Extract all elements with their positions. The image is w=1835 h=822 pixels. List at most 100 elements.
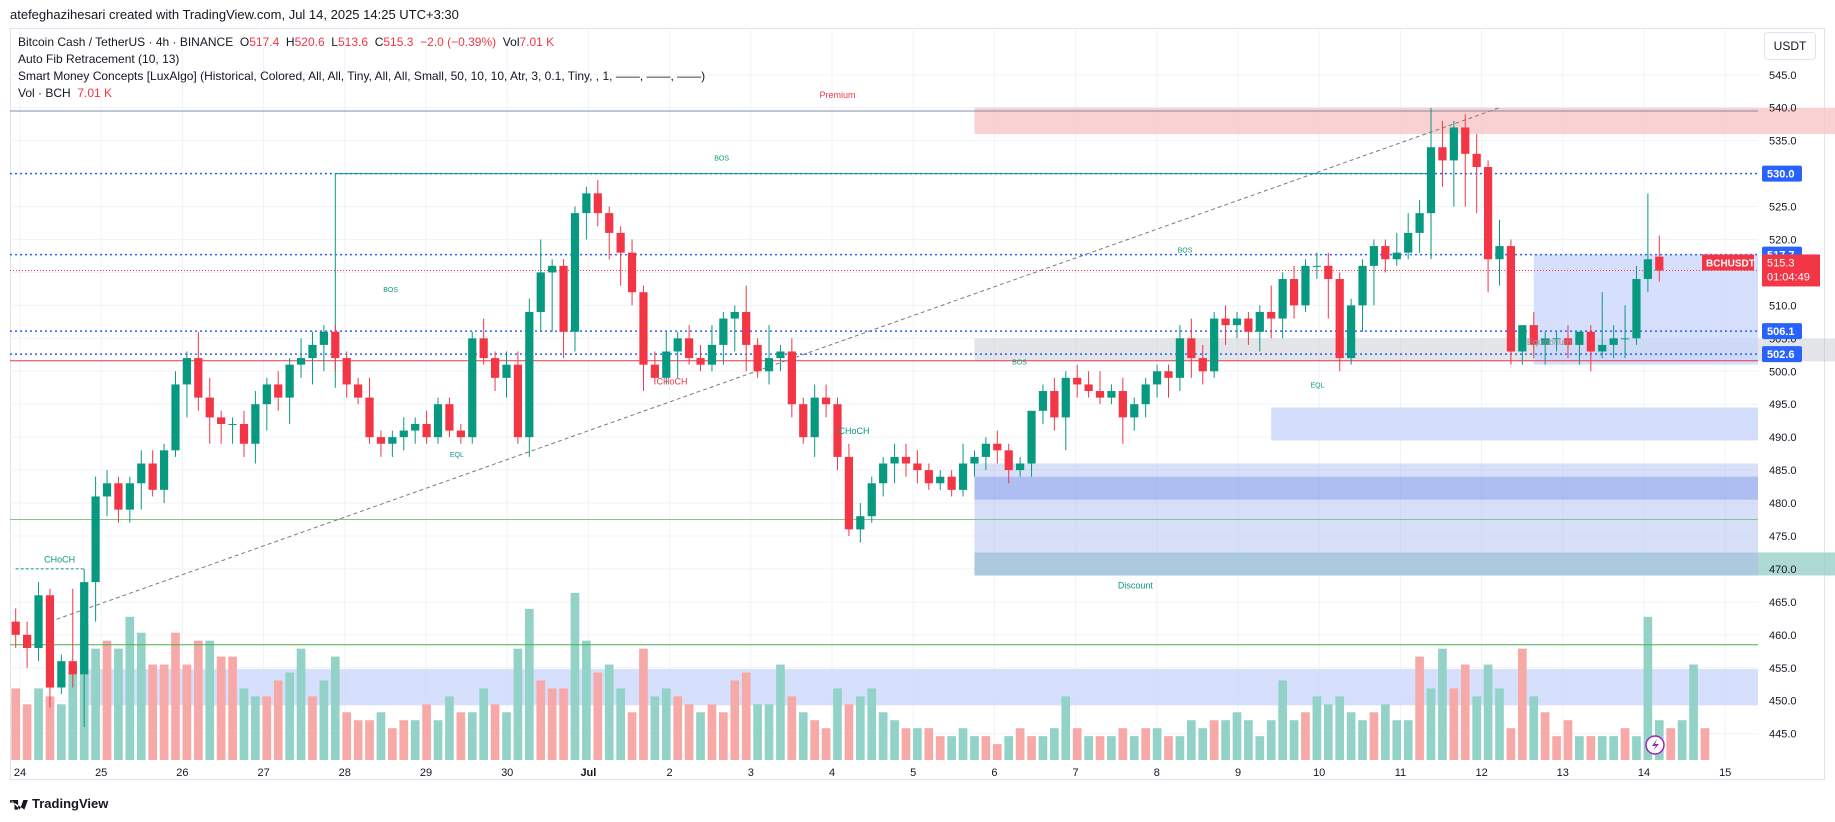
candle-body: [365, 397, 374, 438]
candle-body: [593, 193, 602, 214]
volume-bar: [1335, 696, 1345, 760]
candle-body: [856, 516, 865, 530]
candle-body: [137, 463, 146, 484]
volume-bar: [365, 720, 374, 760]
volume-bars: [11, 592, 1710, 760]
candle-body: [1152, 371, 1162, 385]
volume-bar: [1255, 736, 1265, 760]
time-tick-label: Jul: [580, 767, 596, 779]
low-value: 513.6: [337, 35, 369, 49]
candle-body: [1369, 246, 1379, 266]
change-value: −2.0 (−0.39%): [420, 35, 497, 49]
volume-bar: [536, 680, 546, 760]
volume-bar: [148, 664, 158, 760]
volume-bar: [582, 640, 591, 760]
time-tick-label: 24: [14, 767, 26, 779]
volume-bar: [1141, 728, 1151, 760]
candle-body: [399, 430, 408, 438]
symbol-name[interactable]: Bitcoin Cash / TetherUS · 4h · BINANCE: [18, 35, 234, 49]
candle-body: [696, 358, 705, 365]
volume-bar: [1084, 736, 1093, 760]
premium-zone: [974, 107, 1835, 135]
candle-body: [1392, 252, 1401, 260]
chart-annotation: CHoCH: [656, 376, 687, 386]
candle-body: [1027, 410, 1036, 464]
time-tick-label: 29: [420, 767, 432, 779]
time-tick-label: 30: [501, 767, 513, 779]
volume-bar: [593, 672, 603, 760]
volume-bar: [1575, 736, 1584, 760]
candle-body: [833, 404, 842, 457]
volume-bar: [399, 720, 409, 760]
annotations: Premium BOS BOS BOS BOS CHoCH CHoCH CHoCH EQL EQL…: [44, 90, 1571, 591]
volume-bar: [1095, 736, 1105, 760]
legend-panel: Bitcoin Cash / TetherUS · 4h · BINANCE O…: [18, 34, 705, 102]
price-tick-label: 490.0: [1769, 432, 1797, 444]
volume-bar: [308, 696, 317, 760]
candle-body: [958, 463, 968, 490]
candle-body: [730, 311, 739, 319]
volume-bar: [1677, 720, 1687, 760]
candle-body: [1301, 265, 1310, 306]
candle-body: [799, 404, 808, 438]
candle-body: [1598, 344, 1607, 352]
chart-annotation: BOS: [714, 155, 729, 162]
volume-bar: [1301, 712, 1310, 760]
volume-bar: [1700, 728, 1710, 760]
volume-bar: [273, 680, 283, 760]
candle-body: [1552, 338, 1561, 340]
candle-body: [331, 331, 340, 359]
candle-body: [1198, 358, 1207, 372]
legend-symbol-row[interactable]: Bitcoin Cash / TetherUS · 4h · BINANCE O…: [18, 34, 705, 51]
volume-bar: [661, 688, 671, 760]
low-label: L: [331, 35, 338, 49]
volume-bar: [513, 648, 523, 760]
volume-bar: [502, 712, 511, 760]
indicator-fib[interactable]: Auto Fib Retracement (10, 13): [18, 52, 180, 66]
price-tick-label: 495.0: [1769, 399, 1797, 411]
volume-bar: [433, 720, 443, 760]
price-tick-label: 540.0: [1769, 103, 1797, 115]
volume-bar: [821, 728, 831, 760]
candle-body: [125, 483, 134, 510]
volume-bar: [239, 688, 249, 760]
candle-body: [1643, 259, 1652, 280]
candle-body: [1347, 305, 1356, 359]
countdown-label: 01:04:49: [1767, 271, 1810, 283]
candle-body: [433, 404, 443, 438]
candle-body: [1449, 127, 1458, 161]
candle-body: [1175, 338, 1185, 378]
indicator-smc[interactable]: Smart Money Concepts [LuxAlgo] (Historic…: [18, 69, 706, 83]
candle-body: [456, 430, 465, 438]
time-tick-label: 6: [991, 767, 997, 779]
candle-body: [1130, 404, 1139, 418]
candle-body: [1289, 279, 1299, 306]
price-tag-label: 506.1: [1767, 326, 1795, 338]
candle-body: [1461, 127, 1470, 154]
candle-body: [570, 213, 580, 332]
volume-bar: [1426, 688, 1436, 760]
currency-button[interactable]: USDT: [1764, 32, 1816, 60]
candle-body: [296, 358, 306, 365]
volume-bar: [741, 672, 751, 760]
candle-body: [913, 463, 922, 471]
volume-bar: [228, 656, 237, 760]
price-tag-label: 502.6: [1767, 349, 1795, 361]
volume-bar: [490, 704, 500, 760]
volume-bar: [216, 656, 226, 760]
time-tick-label: 27: [257, 767, 269, 779]
candle-body: [319, 331, 328, 345]
candle-body: [1335, 279, 1344, 359]
volume-bar: [1050, 728, 1059, 760]
volume-bar: [627, 712, 637, 760]
symbol-tag-label: BCHUSDT: [1706, 258, 1755, 269]
volume-bar: [22, 704, 32, 760]
volume-bar: [1563, 720, 1573, 760]
candle-body: [582, 193, 591, 214]
volume-bar: [1152, 728, 1162, 760]
candle-body: [1210, 318, 1219, 372]
volume-bar: [1038, 736, 1048, 760]
candle-body: [1073, 377, 1082, 385]
indicator-volume[interactable]: Vol · BCH 7.01 K: [18, 85, 705, 102]
